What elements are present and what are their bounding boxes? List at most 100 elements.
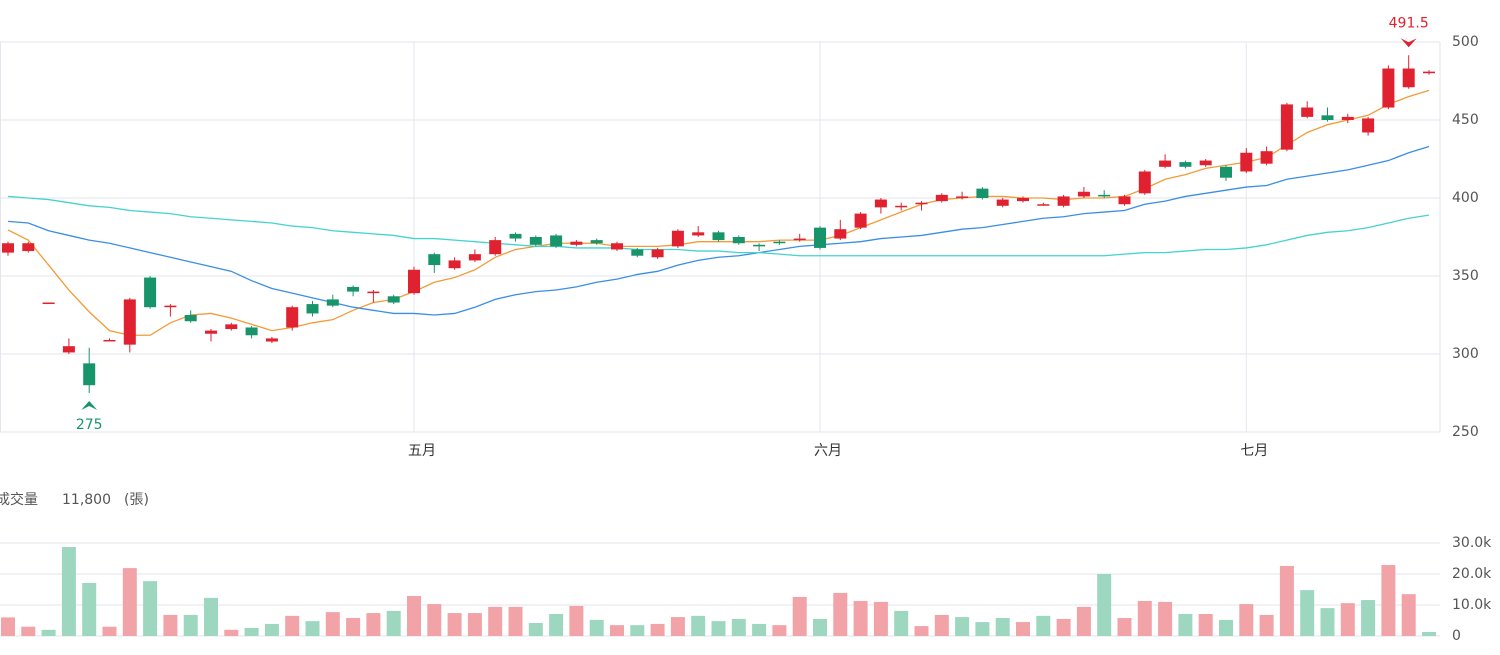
candle-body — [184, 315, 197, 322]
candle-body — [489, 240, 502, 255]
y-tick-label: 450 — [1452, 112, 1479, 128]
volume-bar — [41, 629, 56, 636]
high-marker — [1400, 38, 1417, 48]
volume-bar — [366, 613, 381, 636]
volume-bar — [244, 627, 259, 636]
low-marker — [81, 401, 98, 410]
volume-bar — [569, 605, 584, 636]
candle-body — [996, 199, 1009, 206]
volume-bar — [427, 604, 442, 636]
volume-bar — [1158, 601, 1173, 636]
candle-body — [347, 286, 360, 292]
candle-body — [42, 302, 55, 305]
volume-bar — [1198, 613, 1213, 636]
y-tick-label: 500 — [1452, 34, 1479, 50]
volume-bar — [914, 626, 929, 636]
volume-bar — [670, 617, 685, 636]
volume-bar — [589, 619, 604, 636]
y-tick-label: 0 — [1452, 628, 1461, 644]
volume-bar — [224, 629, 239, 636]
volume-reading: 11,800 — [62, 492, 111, 508]
volume-bar — [1381, 565, 1396, 636]
candle-body — [935, 194, 948, 202]
candle-body — [408, 269, 420, 294]
candle-body — [1138, 171, 1151, 194]
ma-line — [7, 145, 1430, 316]
y-tick-label: 10.0k — [1452, 597, 1492, 613]
candle-body — [590, 240, 603, 244]
candle-body — [956, 196, 969, 198]
volume-bar — [975, 622, 990, 636]
candle-body — [306, 304, 319, 314]
volume-bar — [1, 617, 15, 636]
volume-bar — [1361, 600, 1376, 636]
volume-bar — [183, 614, 198, 636]
volume-title: 成交量 — [0, 491, 38, 508]
volume-bar — [1076, 606, 1091, 636]
volume-bar — [325, 612, 340, 636]
candle-body — [854, 213, 867, 228]
candle-body — [773, 241, 786, 244]
candle-body — [1098, 194, 1111, 197]
candle-body — [753, 244, 766, 247]
candle-body — [448, 260, 461, 269]
candle-body — [164, 305, 177, 308]
candle-body — [1118, 196, 1131, 205]
candle-body — [732, 237, 745, 244]
candle-body — [1199, 160, 1212, 166]
low-label: 275 — [76, 417, 103, 433]
candle-body — [367, 291, 380, 294]
candle-body — [692, 232, 705, 236]
volume-bar — [1340, 603, 1355, 636]
y-tick-label: 20.0k — [1452, 566, 1492, 582]
volume-bar — [285, 615, 300, 636]
y-tick-label: 30.0k — [1452, 535, 1492, 551]
volume-bar — [488, 606, 503, 636]
candle-body — [1057, 196, 1070, 206]
volume-bar — [163, 614, 178, 636]
candle-body — [671, 230, 684, 247]
volume-bar — [934, 614, 949, 636]
y-tick-label: 300 — [1452, 346, 1479, 362]
y-tick-label: 250 — [1452, 424, 1479, 440]
candle-body — [509, 233, 522, 239]
volume-bar — [691, 615, 706, 636]
volume-bar — [122, 568, 137, 636]
candle-body — [631, 249, 644, 256]
candle-body — [326, 299, 339, 306]
volume-bar — [1279, 565, 1294, 636]
volume-bar — [143, 581, 158, 636]
volume-bar — [1056, 618, 1071, 636]
volume-bar — [1097, 574, 1112, 636]
volume-bar — [833, 592, 848, 636]
candle-body — [976, 188, 989, 198]
volume-bar — [386, 610, 401, 636]
candle-body — [1077, 191, 1090, 197]
volume-bar — [508, 606, 523, 636]
candle-body — [793, 238, 806, 241]
candle-body — [2, 243, 14, 253]
candle-body — [834, 229, 847, 239]
volume-bar — [731, 618, 746, 636]
volume-bar — [711, 621, 726, 636]
volume-bar — [792, 596, 807, 636]
volume-bar — [61, 547, 76, 636]
candle-body — [1321, 115, 1334, 120]
volume-bar — [853, 600, 868, 636]
volume-bar — [407, 596, 421, 636]
candle-body — [1159, 160, 1172, 167]
volume-bar — [610, 625, 624, 636]
candle-body — [1382, 68, 1395, 108]
candle-body — [428, 254, 441, 266]
volume-bar — [1259, 614, 1274, 636]
candle-body — [1362, 118, 1375, 133]
candle-body — [570, 241, 583, 245]
volume-bar — [955, 617, 970, 636]
volume-bar — [1239, 604, 1254, 636]
volume-bar — [630, 625, 645, 636]
candle-body — [22, 243, 35, 252]
candle-body — [651, 249, 664, 258]
volume-bar — [1320, 608, 1335, 636]
candle-body — [468, 254, 481, 261]
candle-body — [144, 277, 157, 308]
